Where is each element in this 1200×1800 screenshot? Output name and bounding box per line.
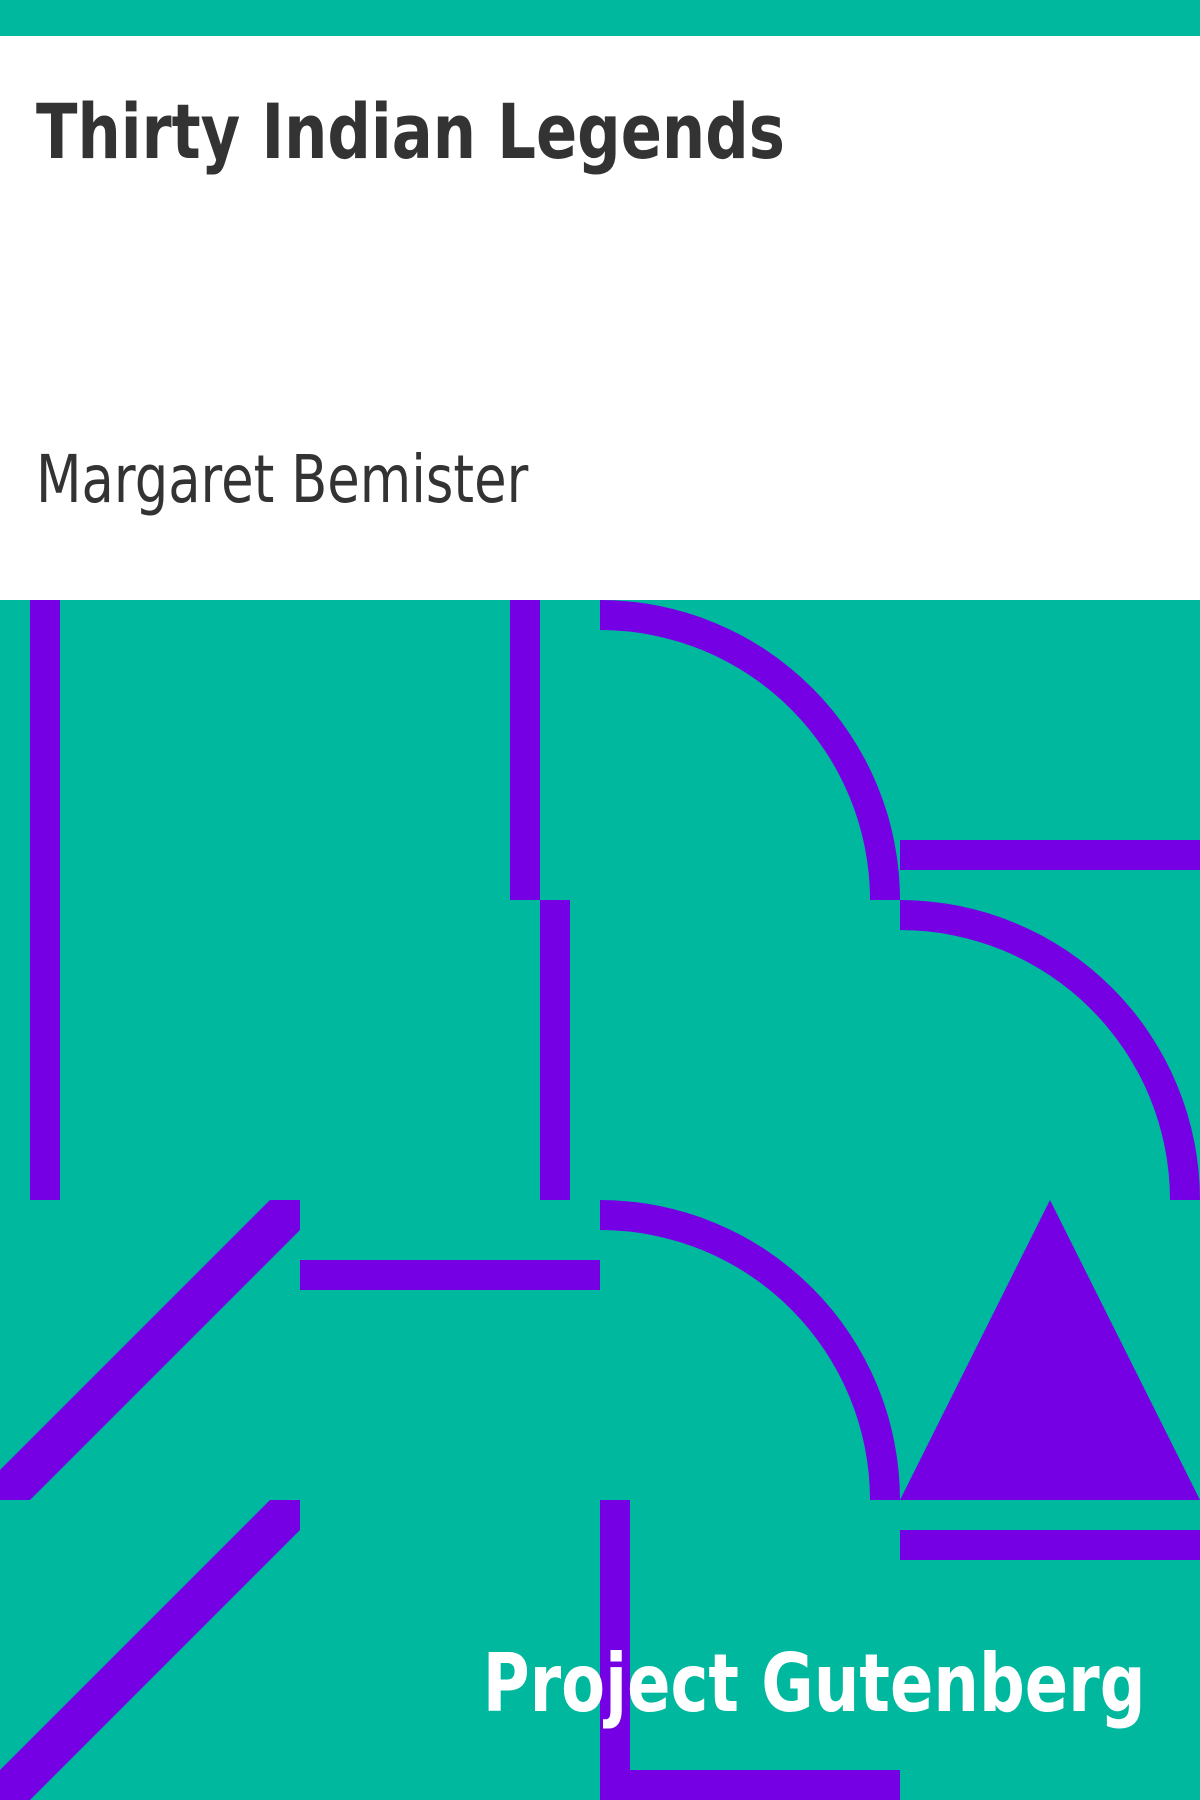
pattern-arc <box>900 900 1200 1200</box>
pattern-arc <box>600 1200 900 1500</box>
pattern-bar <box>900 1530 1200 1560</box>
publisher-name: Project Gutenberg <box>483 1637 1146 1730</box>
cover-pattern <box>0 600 1200 1800</box>
pattern-bar <box>540 900 570 1200</box>
book-title: Thirty Indian Legends <box>36 87 785 176</box>
pattern-bar <box>300 1260 600 1290</box>
pattern-bar <box>30 600 60 1200</box>
pattern-arc <box>600 600 900 900</box>
pattern-diagonal <box>0 1500 300 1800</box>
top-color-band <box>0 0 1200 36</box>
book-author: Margaret Bemister <box>36 441 529 518</box>
pattern-bar <box>630 1770 900 1800</box>
pattern-shapes <box>0 600 1200 1800</box>
pattern-bar <box>510 600 540 900</box>
pattern-bar <box>900 840 1200 870</box>
cover-header: Thirty Indian Legends Margaret Bemister <box>0 36 1200 600</box>
pattern-bar <box>600 1500 630 1800</box>
pattern-triangle <box>900 1200 1200 1500</box>
pattern-diagonal <box>0 1200 300 1500</box>
